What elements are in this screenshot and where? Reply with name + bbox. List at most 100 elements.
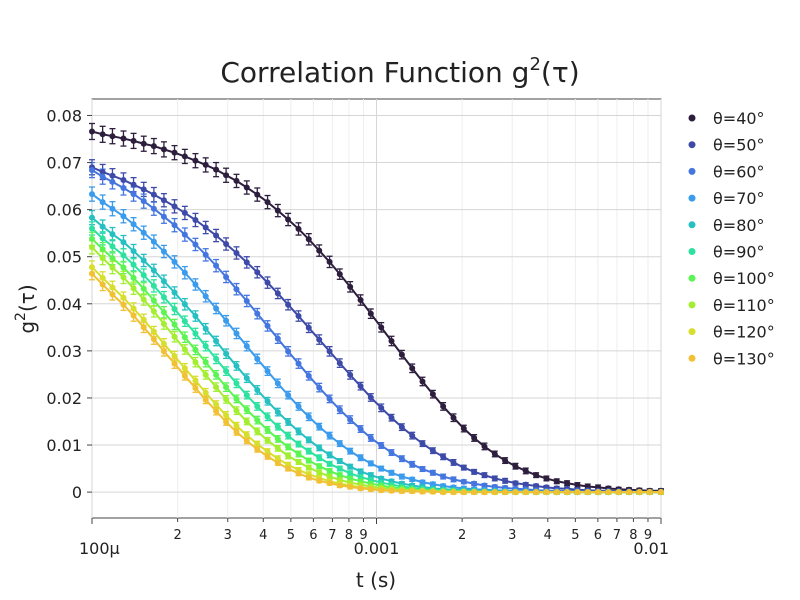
data-point	[357, 426, 364, 433]
data-point	[388, 414, 395, 421]
data-point	[316, 423, 323, 430]
data-point	[264, 426, 271, 433]
data-point	[109, 178, 116, 185]
data-point	[130, 221, 137, 228]
data-point	[460, 478, 467, 485]
data-point	[213, 232, 220, 239]
legend-marker	[688, 301, 696, 309]
data-point	[243, 392, 250, 399]
data-point	[223, 350, 230, 357]
data-point	[429, 469, 436, 476]
data-point	[543, 475, 550, 482]
data-point	[605, 489, 612, 496]
data-point	[233, 249, 240, 256]
data-point	[192, 346, 199, 353]
data-point	[223, 418, 230, 425]
data-point	[89, 225, 95, 232]
data-point	[367, 472, 374, 479]
data-point	[140, 324, 147, 331]
data-point	[202, 371, 209, 378]
data-points	[89, 128, 664, 496]
data-point	[243, 432, 250, 439]
data-point	[120, 252, 127, 259]
data-point	[192, 359, 199, 366]
data-point	[305, 436, 312, 443]
data-point	[357, 297, 364, 304]
data-point	[254, 428, 261, 435]
data-point	[543, 489, 550, 496]
data-point	[347, 371, 354, 378]
data-point	[347, 475, 354, 482]
data-point	[409, 488, 416, 495]
data-point	[192, 313, 199, 320]
data-point	[367, 394, 374, 401]
legend-label: θ=130°	[713, 349, 775, 368]
data-point	[130, 181, 137, 188]
data-point	[460, 464, 467, 471]
data-point	[419, 466, 426, 473]
data-point	[243, 418, 250, 425]
data-point	[326, 432, 333, 439]
data-point	[140, 186, 147, 193]
x-minor-tick-label: 4	[259, 528, 267, 543]
data-point	[326, 480, 333, 487]
data-point	[233, 177, 240, 184]
data-point	[223, 273, 230, 280]
data-point	[202, 343, 209, 350]
data-point	[233, 362, 240, 369]
data-point	[326, 348, 333, 355]
data-point	[305, 457, 312, 464]
data-point	[192, 281, 199, 288]
data-point	[264, 199, 271, 206]
data-point	[109, 172, 116, 179]
data-point	[388, 449, 395, 456]
data-point	[295, 450, 302, 457]
data-point	[130, 312, 137, 319]
x-minor-tick-label: 3	[224, 528, 232, 543]
legend-label: θ=120°	[713, 323, 775, 342]
data-point	[450, 489, 457, 496]
data-point	[264, 279, 271, 286]
y-axis-title-main: g	[15, 321, 39, 334]
data-point	[429, 391, 436, 398]
x-minor-tick-label: 2	[458, 528, 466, 543]
legend-label: θ=80°	[713, 216, 765, 235]
data-point	[109, 231, 116, 238]
data-point	[367, 434, 374, 441]
data-point	[140, 229, 147, 236]
data-point	[481, 472, 488, 479]
data-point	[440, 473, 447, 480]
data-point	[471, 489, 478, 496]
data-point	[295, 428, 302, 435]
data-point	[388, 469, 395, 476]
data-point	[160, 294, 167, 301]
x-minor-tick-label: 6	[594, 528, 602, 543]
data-point	[450, 459, 457, 466]
data-point	[120, 135, 127, 142]
data-point	[357, 454, 364, 461]
data-point	[285, 452, 292, 459]
data-point	[336, 458, 343, 465]
data-point	[398, 488, 405, 495]
data-point	[409, 476, 416, 483]
data-point	[254, 386, 261, 393]
data-point	[326, 473, 333, 480]
legend-label: θ=60°	[713, 162, 765, 181]
data-point	[285, 443, 292, 450]
legend-marker	[688, 328, 696, 336]
chart-title-suffix: (τ)	[541, 56, 580, 89]
data-point	[398, 351, 405, 358]
data-point	[378, 487, 385, 494]
data-point	[264, 437, 271, 444]
data-point	[109, 133, 116, 140]
data-point	[440, 453, 447, 460]
data-point	[336, 406, 343, 413]
data-point	[295, 441, 302, 448]
data-point	[171, 289, 178, 296]
x-major-tick-label: 100µ	[79, 539, 120, 558]
x-minor-tick-label: 9	[359, 528, 367, 543]
data-point	[140, 316, 147, 323]
data-point	[429, 447, 436, 454]
y-tick-label: 0.02	[46, 389, 82, 408]
data-point	[181, 231, 188, 238]
